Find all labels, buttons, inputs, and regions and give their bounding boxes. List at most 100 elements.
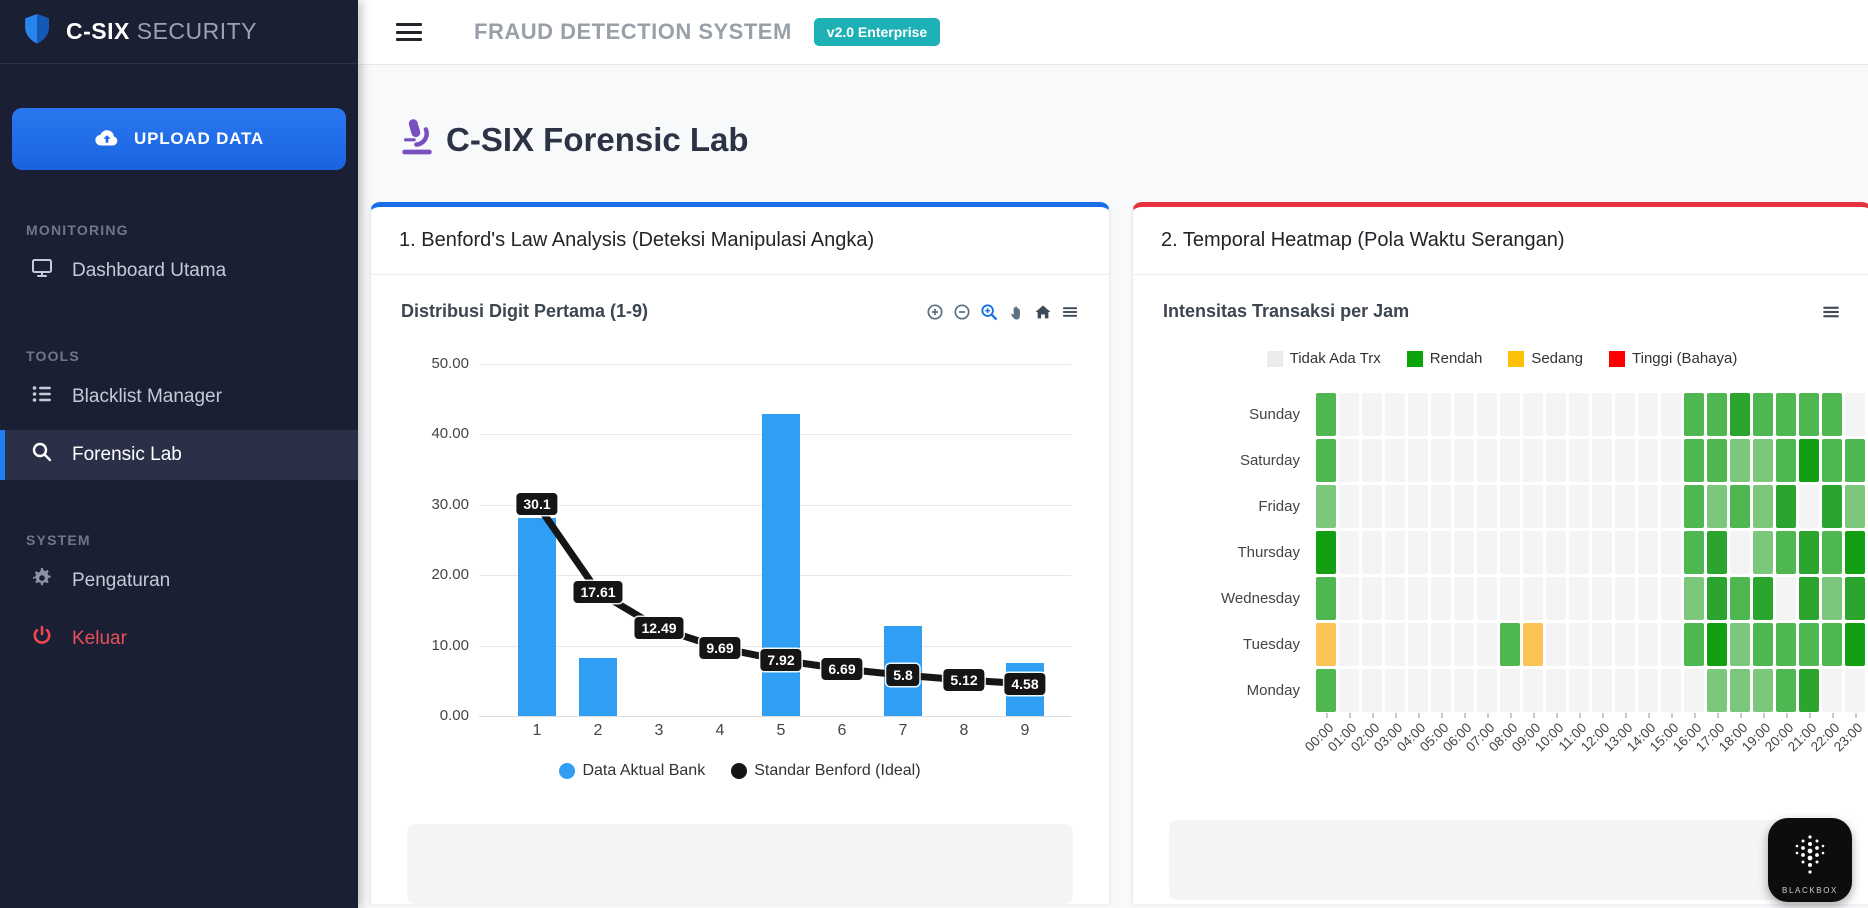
heatmap-cell-friday-18:00 bbox=[1730, 485, 1750, 528]
zoom-out-icon[interactable] bbox=[953, 303, 971, 321]
heatmap-cell-friday-14:00 bbox=[1638, 485, 1658, 528]
heatmap-day-label: Sunday bbox=[1249, 406, 1300, 423]
page-title: C-SIX Forensic Lab bbox=[446, 120, 749, 158]
heatmap-day-label: Friday bbox=[1258, 498, 1300, 515]
sidebar-toggle-icon[interactable] bbox=[396, 19, 422, 46]
sidebar-item-keluar[interactable]: Keluar bbox=[0, 614, 358, 664]
cloud-upload-icon bbox=[94, 126, 120, 153]
heatmap-cell-monday-06:00 bbox=[1454, 669, 1474, 712]
zoom-in-icon[interactable] bbox=[926, 303, 944, 321]
heatmap-cell-friday-16:00 bbox=[1684, 485, 1704, 528]
heatmap-cell-wednesday-11:00 bbox=[1569, 577, 1589, 620]
blackbox-label: BLACKBOX bbox=[1782, 886, 1838, 895]
heatmap-cell-saturday-17:00 bbox=[1707, 439, 1727, 482]
heatmap-day-label: Tuesday bbox=[1243, 636, 1300, 653]
heatmap-cell-saturday-22:00 bbox=[1822, 439, 1842, 482]
menu-icon[interactable] bbox=[1821, 302, 1841, 322]
heatmap-cell-tuesday-00:00 bbox=[1316, 623, 1336, 666]
benford-value-label: 4.58 bbox=[1004, 672, 1046, 695]
sidebar-item-pengaturan[interactable]: Pengaturan bbox=[0, 556, 358, 606]
heatmap-cell-sunday-21:00 bbox=[1799, 393, 1819, 436]
sidebar-item-dashboard-utama[interactable]: Dashboard Utama bbox=[0, 246, 358, 296]
menu-icon[interactable] bbox=[1061, 303, 1079, 321]
heatmap-cell-wednesday-03:00 bbox=[1385, 577, 1405, 620]
heatmap-grid: Sunday Saturday Friday Thursday Wednesday Tue… bbox=[1163, 393, 1865, 712]
heatmap-cell-wednesday-12:00 bbox=[1592, 577, 1612, 620]
heatmap-cell-thursday-14:00 bbox=[1638, 531, 1658, 574]
heatmap-legend-item[interactable]: Sedang bbox=[1508, 350, 1583, 367]
heatmap-cell-saturday-03:00 bbox=[1385, 439, 1405, 482]
heatmap-cell-saturday-10:00 bbox=[1546, 439, 1566, 482]
heatmap-cell-monday-19:00 bbox=[1753, 669, 1773, 712]
pan-icon[interactable] bbox=[1007, 303, 1025, 321]
heatmap-cell-saturday-19:00 bbox=[1753, 439, 1773, 482]
heatmap-cell-thursday-12:00 bbox=[1592, 531, 1612, 574]
heatmap-cell-tuesday-10:00 bbox=[1546, 623, 1566, 666]
heatmap-cell-monday-02:00 bbox=[1362, 669, 1382, 712]
heatmap-cell-friday-05:00 bbox=[1431, 485, 1451, 528]
heatmap-cell-wednesday-08:00 bbox=[1500, 577, 1520, 620]
box-zoom-icon[interactable] bbox=[980, 303, 998, 321]
y-axis-tick: 20.00 bbox=[431, 566, 469, 584]
legend-swatch-icon bbox=[1609, 350, 1626, 367]
home-icon[interactable] bbox=[1034, 303, 1052, 321]
heatmap-day-label: Monday bbox=[1246, 682, 1300, 699]
heatmap-legend: Tidak Ada Trx Rendah Sedang Tinggi (Bahaya) bbox=[1163, 350, 1841, 367]
x-axis-tick: 4 bbox=[715, 722, 725, 739]
sidebar-item-blacklist-manager[interactable]: Blacklist Manager bbox=[0, 372, 358, 422]
heatmap-cell-monday-20:00 bbox=[1776, 669, 1796, 712]
upload-data-button[interactable]: UPLOAD DATA bbox=[12, 108, 346, 170]
section-label-system: SYSTEM bbox=[26, 532, 91, 548]
heatmap-cell-friday-15:00 bbox=[1661, 485, 1681, 528]
legend-item[interactable]: Standar Benford (Ideal) bbox=[731, 762, 921, 780]
heatmap-cell-wednesday-06:00 bbox=[1454, 577, 1474, 620]
y-axis-tick: 10.00 bbox=[431, 636, 469, 654]
sidebar-item-label: Forensic Lab bbox=[72, 444, 182, 465]
version-badge: v2.0 Enterprise bbox=[813, 18, 941, 46]
heatmap-cell-saturday-14:00 bbox=[1638, 439, 1658, 482]
heatmap-cell-wednesday-22:00 bbox=[1822, 577, 1842, 620]
blackbox-watermark: BLACKBOX bbox=[1768, 818, 1852, 902]
legend-item[interactable]: Data Aktual Bank bbox=[559, 762, 705, 780]
upload-data-label: UPLOAD DATA bbox=[134, 129, 264, 148]
benford-value-label: 6.69 bbox=[821, 657, 863, 680]
heatmap-cell-tuesday-06:00 bbox=[1454, 623, 1474, 666]
heatmap-cell-thursday-08:00 bbox=[1500, 531, 1520, 574]
heatmap-cell-saturday-20:00 bbox=[1776, 439, 1796, 482]
heatmap-cell-monday-21:00 bbox=[1799, 669, 1819, 712]
x-tick-mark bbox=[1763, 713, 1765, 718]
heatmap-cell-saturday-00:00 bbox=[1316, 439, 1336, 482]
heatmap-cell-thursday-04:00 bbox=[1408, 531, 1428, 574]
heatmap-cell-tuesday-07:00 bbox=[1477, 623, 1497, 666]
bar-digit-2 bbox=[579, 657, 617, 716]
heatmap-cell-tuesday-05:00 bbox=[1431, 623, 1451, 666]
plotly-modebar bbox=[926, 303, 1079, 321]
heatmap-cell-thursday-19:00 bbox=[1753, 531, 1773, 574]
heatmap-cell-thursday-23:00 bbox=[1845, 531, 1865, 574]
x-tick-mark bbox=[1349, 713, 1351, 718]
heatmap-cell-wednesday-10:00 bbox=[1546, 577, 1566, 620]
x-axis-tick: 2 bbox=[593, 722, 603, 739]
heatmap-cell-thursday-07:00 bbox=[1477, 531, 1497, 574]
heatmap-legend-item[interactable]: Tidak Ada Trx bbox=[1266, 350, 1381, 367]
x-tick-mark bbox=[1533, 713, 1535, 718]
heatmap-cell-saturday-08:00 bbox=[1500, 439, 1520, 482]
benford-summary-panel bbox=[407, 824, 1073, 904]
x-tick-mark bbox=[1740, 713, 1742, 718]
x-tick-mark bbox=[1648, 713, 1650, 718]
heatmap-legend-item[interactable]: Rendah bbox=[1406, 350, 1483, 367]
heatmap-cell-thursday-05:00 bbox=[1431, 531, 1451, 574]
heatmap-cell-tuesday-15:00 bbox=[1661, 623, 1681, 666]
benford-value-label: 5.12 bbox=[943, 668, 985, 691]
heatmap-cell-monday-15:00 bbox=[1661, 669, 1681, 712]
legend-label: Rendah bbox=[1429, 350, 1483, 367]
heatmap-cell-tuesday-02:00 bbox=[1362, 623, 1382, 666]
heatmap-cell-saturday-02:00 bbox=[1362, 439, 1382, 482]
sidebar-item-forensic-lab[interactable]: Forensic Lab bbox=[0, 430, 358, 480]
heatmap-cell-thursday-01:00 bbox=[1339, 531, 1359, 574]
heatmap-cell-monday-07:00 bbox=[1477, 669, 1497, 712]
heatmap-cell-sunday-02:00 bbox=[1362, 393, 1382, 436]
heatmap-legend-item[interactable]: Tinggi (Bahaya) bbox=[1609, 350, 1737, 367]
heatmap-cell-sunday-19:00 bbox=[1753, 393, 1773, 436]
heatmap-cell-sunday-20:00 bbox=[1776, 393, 1796, 436]
